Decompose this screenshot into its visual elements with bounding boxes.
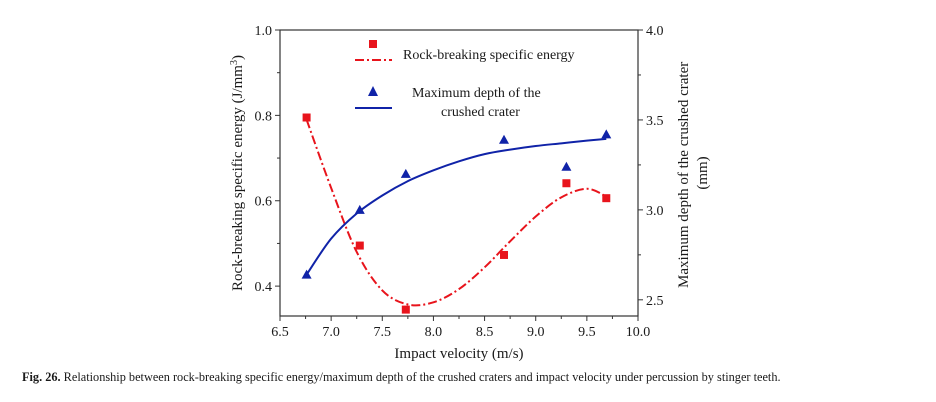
legend-energy-label: Rock-breaking specific energy <box>403 48 575 63</box>
depth-point-2 <box>400 168 411 178</box>
y-right-axis-label: Maximum depth of the crushed crater (mm) <box>676 58 711 288</box>
chart: 6.5 7.0 7.5 8.0 8.5 9.0 9.5 10.0 0.4 0.6 0.8 1.0 2… <box>229 24 712 362</box>
plot-frame <box>279 29 639 317</box>
energy-point-4 <box>562 179 571 188</box>
y-left-tick-label-1: 0.6 <box>255 195 273 210</box>
figure-caption-text: Relationship between rock-breaking speci… <box>60 370 781 384</box>
y-left-tick-label-2: 0.8 <box>255 109 273 124</box>
figure-caption: Fig. 26. Relationship between rock-break… <box>22 370 922 385</box>
x-tick-label-4: 8.5 <box>476 325 494 340</box>
x-tick-label-6: 9.5 <box>578 325 596 340</box>
energy-point-5 <box>602 194 611 203</box>
y-right-axis-ticks: 2.5 3.0 3.5 4.0 <box>638 24 664 309</box>
legend-energy-marker <box>369 40 377 48</box>
depth-point-0 <box>301 269 312 279</box>
depth-point-5 <box>601 129 612 139</box>
y-left-tick-label-3: 1.0 <box>255 24 273 39</box>
energy-point-3 <box>500 250 509 259</box>
depth-point-1 <box>354 204 365 214</box>
figure-label: Fig. 26. <box>22 370 61 384</box>
legend: Rock-breaking specific energy Maximum de… <box>355 40 575 120</box>
x-tick-label-5: 9.0 <box>527 325 545 340</box>
y-left-axis-label: Rock-breaking specific energy (J/mm3) <box>229 55 247 291</box>
depth-fit-curve <box>305 137 607 276</box>
legend-depth-marker <box>368 86 378 96</box>
depth-point-4 <box>561 161 572 171</box>
y-left-tick-label-0: 0.4 <box>255 280 273 295</box>
fit-curves <box>305 119 607 307</box>
energy-point-2 <box>401 305 410 314</box>
legend-depth-label: Maximum depth of the crushed crater <box>412 86 544 120</box>
energy-fit-curve <box>305 119 607 307</box>
y-right-tick-label-2: 3.5 <box>646 114 664 129</box>
y-right-tick-label-0: 2.5 <box>646 294 664 309</box>
energy-point-1 <box>355 241 364 250</box>
x-tick-label-0: 6.5 <box>271 325 289 340</box>
x-axis-ticks: 6.5 7.0 7.5 8.0 8.5 9.0 9.5 10.0 <box>271 316 650 340</box>
data-markers <box>301 113 612 314</box>
x-tick-label-3: 8.0 <box>425 325 443 340</box>
energy-point-0 <box>302 113 311 122</box>
y-left-axis-ticks: 0.4 0.6 0.8 1.0 <box>255 24 280 295</box>
depth-point-3 <box>499 134 510 144</box>
y-right-tick-label-3: 4.0 <box>646 24 664 39</box>
x-tick-label-7: 10.0 <box>626 325 651 340</box>
x-tick-label-2: 7.5 <box>374 325 392 340</box>
x-tick-label-1: 7.0 <box>322 325 340 340</box>
x-axis-label: Impact velocity (m/s) <box>394 346 523 362</box>
y-right-tick-label-1: 3.0 <box>646 204 664 219</box>
